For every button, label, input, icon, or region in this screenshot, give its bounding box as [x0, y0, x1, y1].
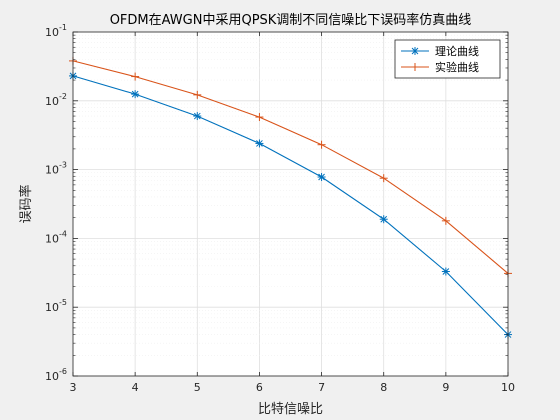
marker-stroke [193, 112, 201, 120]
data-point [193, 112, 202, 121]
axes-box [72, 31, 509, 377]
x-tick-label: 8 [380, 381, 387, 394]
data-point [193, 90, 202, 99]
x-tick-label: 10 [501, 381, 515, 394]
y-tick-label: 10-5 [45, 298, 67, 314]
x-axis-label: 比特信噪比 [258, 402, 323, 417]
data-point [255, 139, 264, 148]
data-point [441, 216, 450, 225]
data-point [441, 267, 450, 276]
marker-stroke [256, 140, 263, 147]
x-tick-label: 6 [256, 381, 263, 394]
series-line-2 [72, 60, 509, 274]
data-point [131, 72, 140, 81]
legend-label: 实验曲线 [435, 60, 479, 74]
marker-stroke [131, 90, 139, 98]
x-tick-label: 9 [442, 381, 449, 394]
data-point [379, 215, 388, 224]
x-tick-label: 3 [70, 381, 77, 394]
x-tick-label: 5 [194, 381, 201, 394]
series-layer [69, 56, 512, 339]
x-tick-label: 7 [318, 381, 325, 394]
y-tick-label: 10-6 [45, 367, 67, 383]
data-point [317, 140, 326, 149]
marker-stroke [318, 173, 325, 181]
y-tick-label: 10-1 [45, 23, 67, 39]
marker-stroke [442, 268, 450, 275]
y-tick-label: 10-3 [45, 161, 67, 177]
legend-box [394, 39, 501, 79]
y-tick-label: 10-2 [45, 92, 67, 108]
legend-marker [411, 47, 419, 55]
y-tick-label: 10-4 [45, 229, 67, 245]
legend-label: 理论曲线 [435, 44, 479, 58]
series-line-1 [72, 75, 509, 335]
data-point [317, 173, 326, 182]
data-point [255, 113, 264, 122]
marker-stroke [380, 215, 388, 223]
data-point [131, 90, 140, 99]
ticks: 3 4 5 6 7 8 9 10 10-6 10-5 10-4 10-3 10-2 10-1 [45, 23, 515, 394]
y-axis-label: 误码率 [18, 184, 34, 223]
plot-area [73, 32, 508, 376]
data-point [379, 174, 388, 183]
x-tick-label: 4 [132, 381, 139, 394]
chart-title: OFDM在AWGN中采用QPSK调制不同信噪比下误码率仿真曲线 [110, 12, 472, 28]
